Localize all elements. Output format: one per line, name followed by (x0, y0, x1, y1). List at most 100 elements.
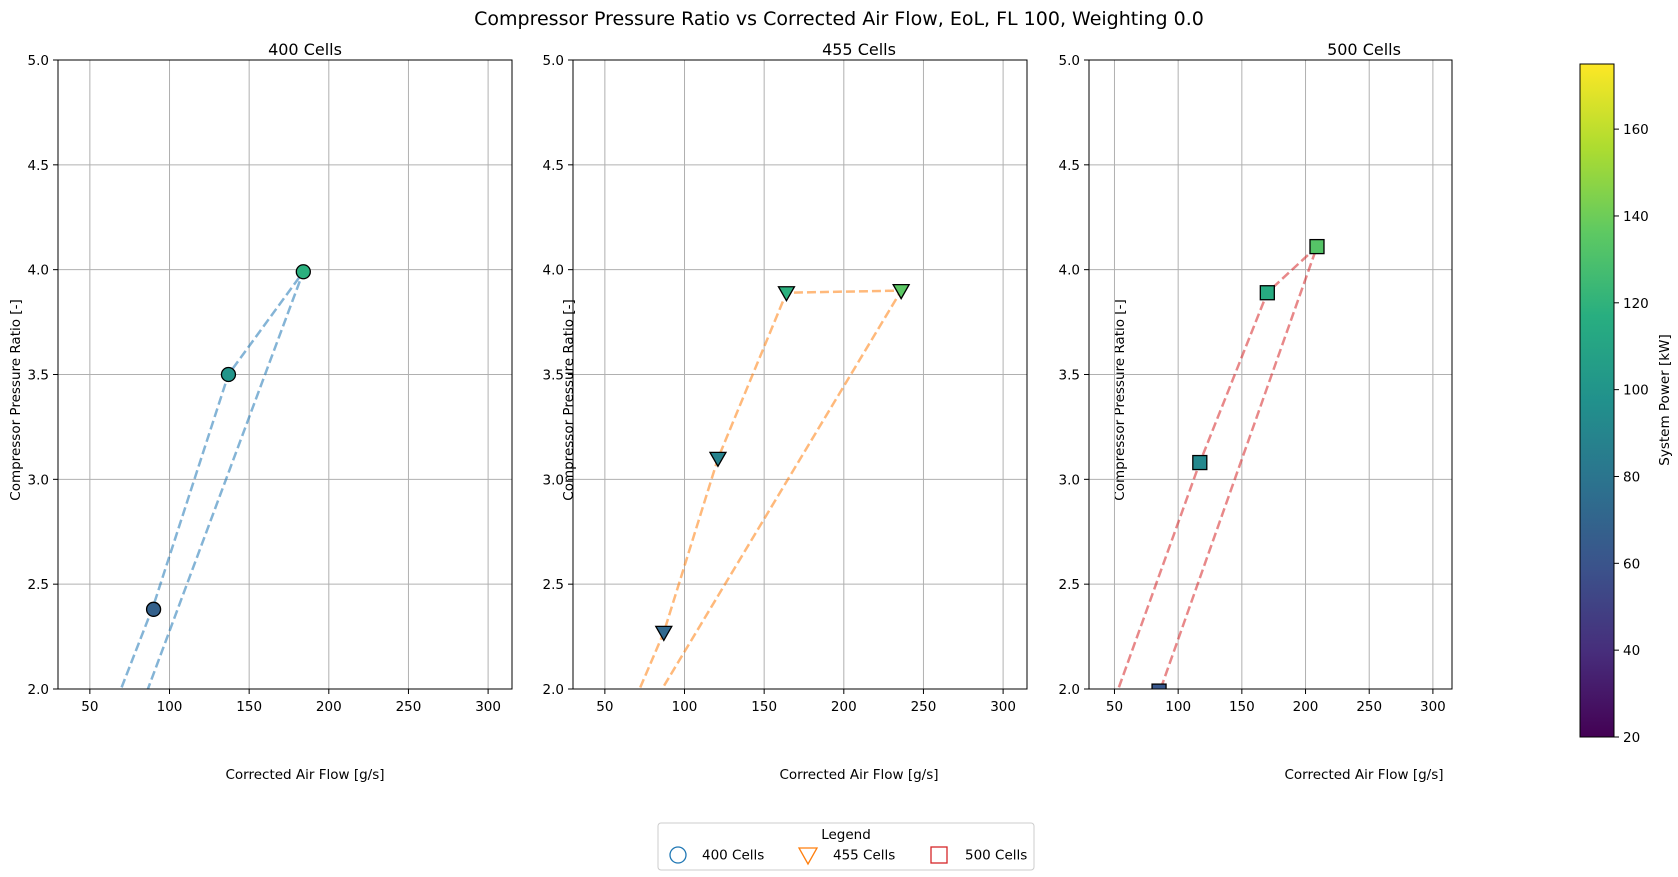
markers (145, 264, 311, 617)
subplot-500-cells: 500 Cells Corrected Air Flow [g/s] Compr… (1059, 40, 1453, 783)
x-tick-label: 200 (1293, 699, 1319, 715)
y-tick-label: 3.0 (543, 472, 564, 488)
x-tick-label: 250 (396, 699, 422, 715)
colorbar-tick-label: 140 (1623, 209, 1649, 225)
axes-frame (57, 59, 513, 690)
x-tick-label: 200 (831, 699, 857, 715)
legend-entry-500-cells: 500 Cells (930, 846, 1027, 864)
markers (654, 283, 911, 642)
x-tick-label: 300 (990, 699, 1016, 715)
x-tick-label: 250 (911, 699, 937, 715)
colorbar-label: System Power [kW] (1657, 334, 1673, 465)
data-point-square (1309, 238, 1325, 255)
series-line (638, 289, 904, 689)
grid (1089, 59, 1452, 690)
data-point-circle (145, 601, 162, 617)
x-tick-label: 50 (596, 699, 613, 715)
data-point-triangle (777, 286, 796, 303)
legend-square-marker-icon (930, 846, 948, 864)
colorbar-gradient (1579, 63, 1615, 738)
colorbar-tick-label: 40 (1623, 643, 1640, 659)
subplot-title: 455 Cells (822, 40, 896, 59)
subplot-455-cells: 455 Cells Corrected Air Flow [g/s] Compr… (543, 40, 1028, 783)
legend: Legend 400 Cells 455 Cells 500 Cells (657, 822, 1035, 871)
y-tick-label: 2.0 (28, 682, 49, 698)
x-tick-label: 150 (1229, 699, 1255, 715)
colorbar: 20 40 60 80 100 120 140 160 System Power [kW] (1579, 63, 1673, 746)
x-axis-label: Corrected Air Flow [g/s] (225, 767, 384, 783)
data-point-square (1192, 454, 1208, 471)
y-tick-label: 4.5 (28, 158, 49, 174)
x-tick-label: 100 (1165, 699, 1191, 715)
y-axis-label: Compressor Pressure Ratio [-] (8, 299, 24, 500)
colorbar-tick-label: 60 (1623, 556, 1640, 572)
y-tick-label: 4.0 (543, 263, 564, 279)
y-tick-label: 3.0 (28, 472, 49, 488)
y-axis-label: Compressor Pressure Ratio [-] (1112, 299, 1128, 500)
y-tick-label: 2.5 (543, 577, 564, 593)
subplot-title: 500 Cells (1327, 40, 1401, 59)
plot-area: 50 100 150 200 250 300 2.0 2.5 3.0 3.5 4.0 4.5 5.0 (1059, 53, 1453, 715)
y-tick-label: 3.5 (1059, 368, 1080, 384)
grid (58, 59, 512, 690)
x-tick-label: 250 (1356, 699, 1382, 715)
y-tick-label: 3.5 (28, 368, 49, 384)
figure-title: Compressor Pressure Ratio vs Corrected A… (474, 8, 1204, 30)
colorbar-tick-label: 20 (1623, 730, 1640, 746)
y-tick-label: 5.0 (28, 53, 49, 69)
colorbar-tick-label: 80 (1623, 469, 1640, 485)
y-tick-label: 4.0 (1059, 263, 1080, 279)
y-tick-label: 3.0 (1059, 472, 1080, 488)
series-line (1116, 245, 1319, 689)
y-tick-label: 2.5 (1059, 577, 1080, 593)
x-tick-label: 100 (157, 699, 183, 715)
y-tick-label: 2.0 (1059, 682, 1080, 698)
axes-frame (572, 59, 1028, 690)
y-tick-label: 4.5 (543, 158, 564, 174)
data-point-triangle (892, 283, 911, 300)
data-point-square (1259, 285, 1275, 301)
legend-title: Legend (821, 827, 871, 843)
data-point-triangle (654, 625, 673, 642)
x-axis-label: Corrected Air Flow [g/s] (1284, 767, 1443, 783)
data-point-circle (220, 366, 237, 383)
plot-area: 50 100 150 200 250 300 2.0 2.5 3.0 3.5 4.0 4.5 5.0 (543, 53, 1028, 715)
colorbar-ticks: 20 40 60 80 100 120 140 160 (1614, 122, 1649, 746)
y-tick-label: 2.0 (543, 682, 564, 698)
colorbar-tick-label: 100 (1623, 383, 1649, 399)
legend-circle-marker-icon (669, 846, 687, 864)
x-tick-label: 150 (751, 699, 777, 715)
x-tick-label: 150 (236, 699, 262, 715)
legend-label: 455 Cells (833, 848, 895, 864)
legend-entry-400-cells: 400 Cells (669, 846, 764, 864)
legend-label: 400 Cells (702, 848, 764, 864)
x-tick-label: 200 (316, 699, 342, 715)
series-line (119, 271, 305, 689)
legend-label: 500 Cells (965, 848, 1027, 864)
y-tick-label: 3.5 (543, 368, 564, 384)
x-tick-label: 50 (1106, 699, 1123, 715)
data-point-triangle (708, 451, 728, 468)
data-point-square (1151, 683, 1167, 689)
y-tick-label: 4.5 (1059, 158, 1080, 174)
legend-frame (657, 822, 1035, 871)
y-tick-label: 2.5 (28, 577, 49, 593)
x-tick-label: 100 (672, 699, 698, 715)
subplot-400-cells: 400 Cells Corrected Air Flow [g/s] Compr… (8, 40, 513, 783)
grid (573, 59, 1027, 690)
y-tick-label: 4.0 (28, 263, 49, 279)
x-tick-label: 50 (81, 699, 98, 715)
x-tick-label: 300 (1420, 699, 1446, 715)
subplot-title: 400 Cells (268, 40, 342, 59)
legend-entry-455-cells: 455 Cells (797, 847, 895, 866)
colorbar-tick-label: 160 (1623, 122, 1649, 138)
legend-triangle-marker-icon (797, 847, 819, 866)
plot-area: 50 100 150 200 250 300 2.0 2.5 3.0 3.5 4.0 4.5 5.0 (28, 53, 513, 715)
x-axis-label: Corrected Air Flow [g/s] (779, 767, 938, 783)
data-point-circle (295, 264, 311, 280)
colorbar-tick-label: 120 (1623, 296, 1649, 312)
y-tick-label: 5.0 (543, 53, 564, 69)
y-axis-label: Compressor Pressure Ratio [-] (561, 299, 577, 500)
markers (1151, 238, 1325, 689)
